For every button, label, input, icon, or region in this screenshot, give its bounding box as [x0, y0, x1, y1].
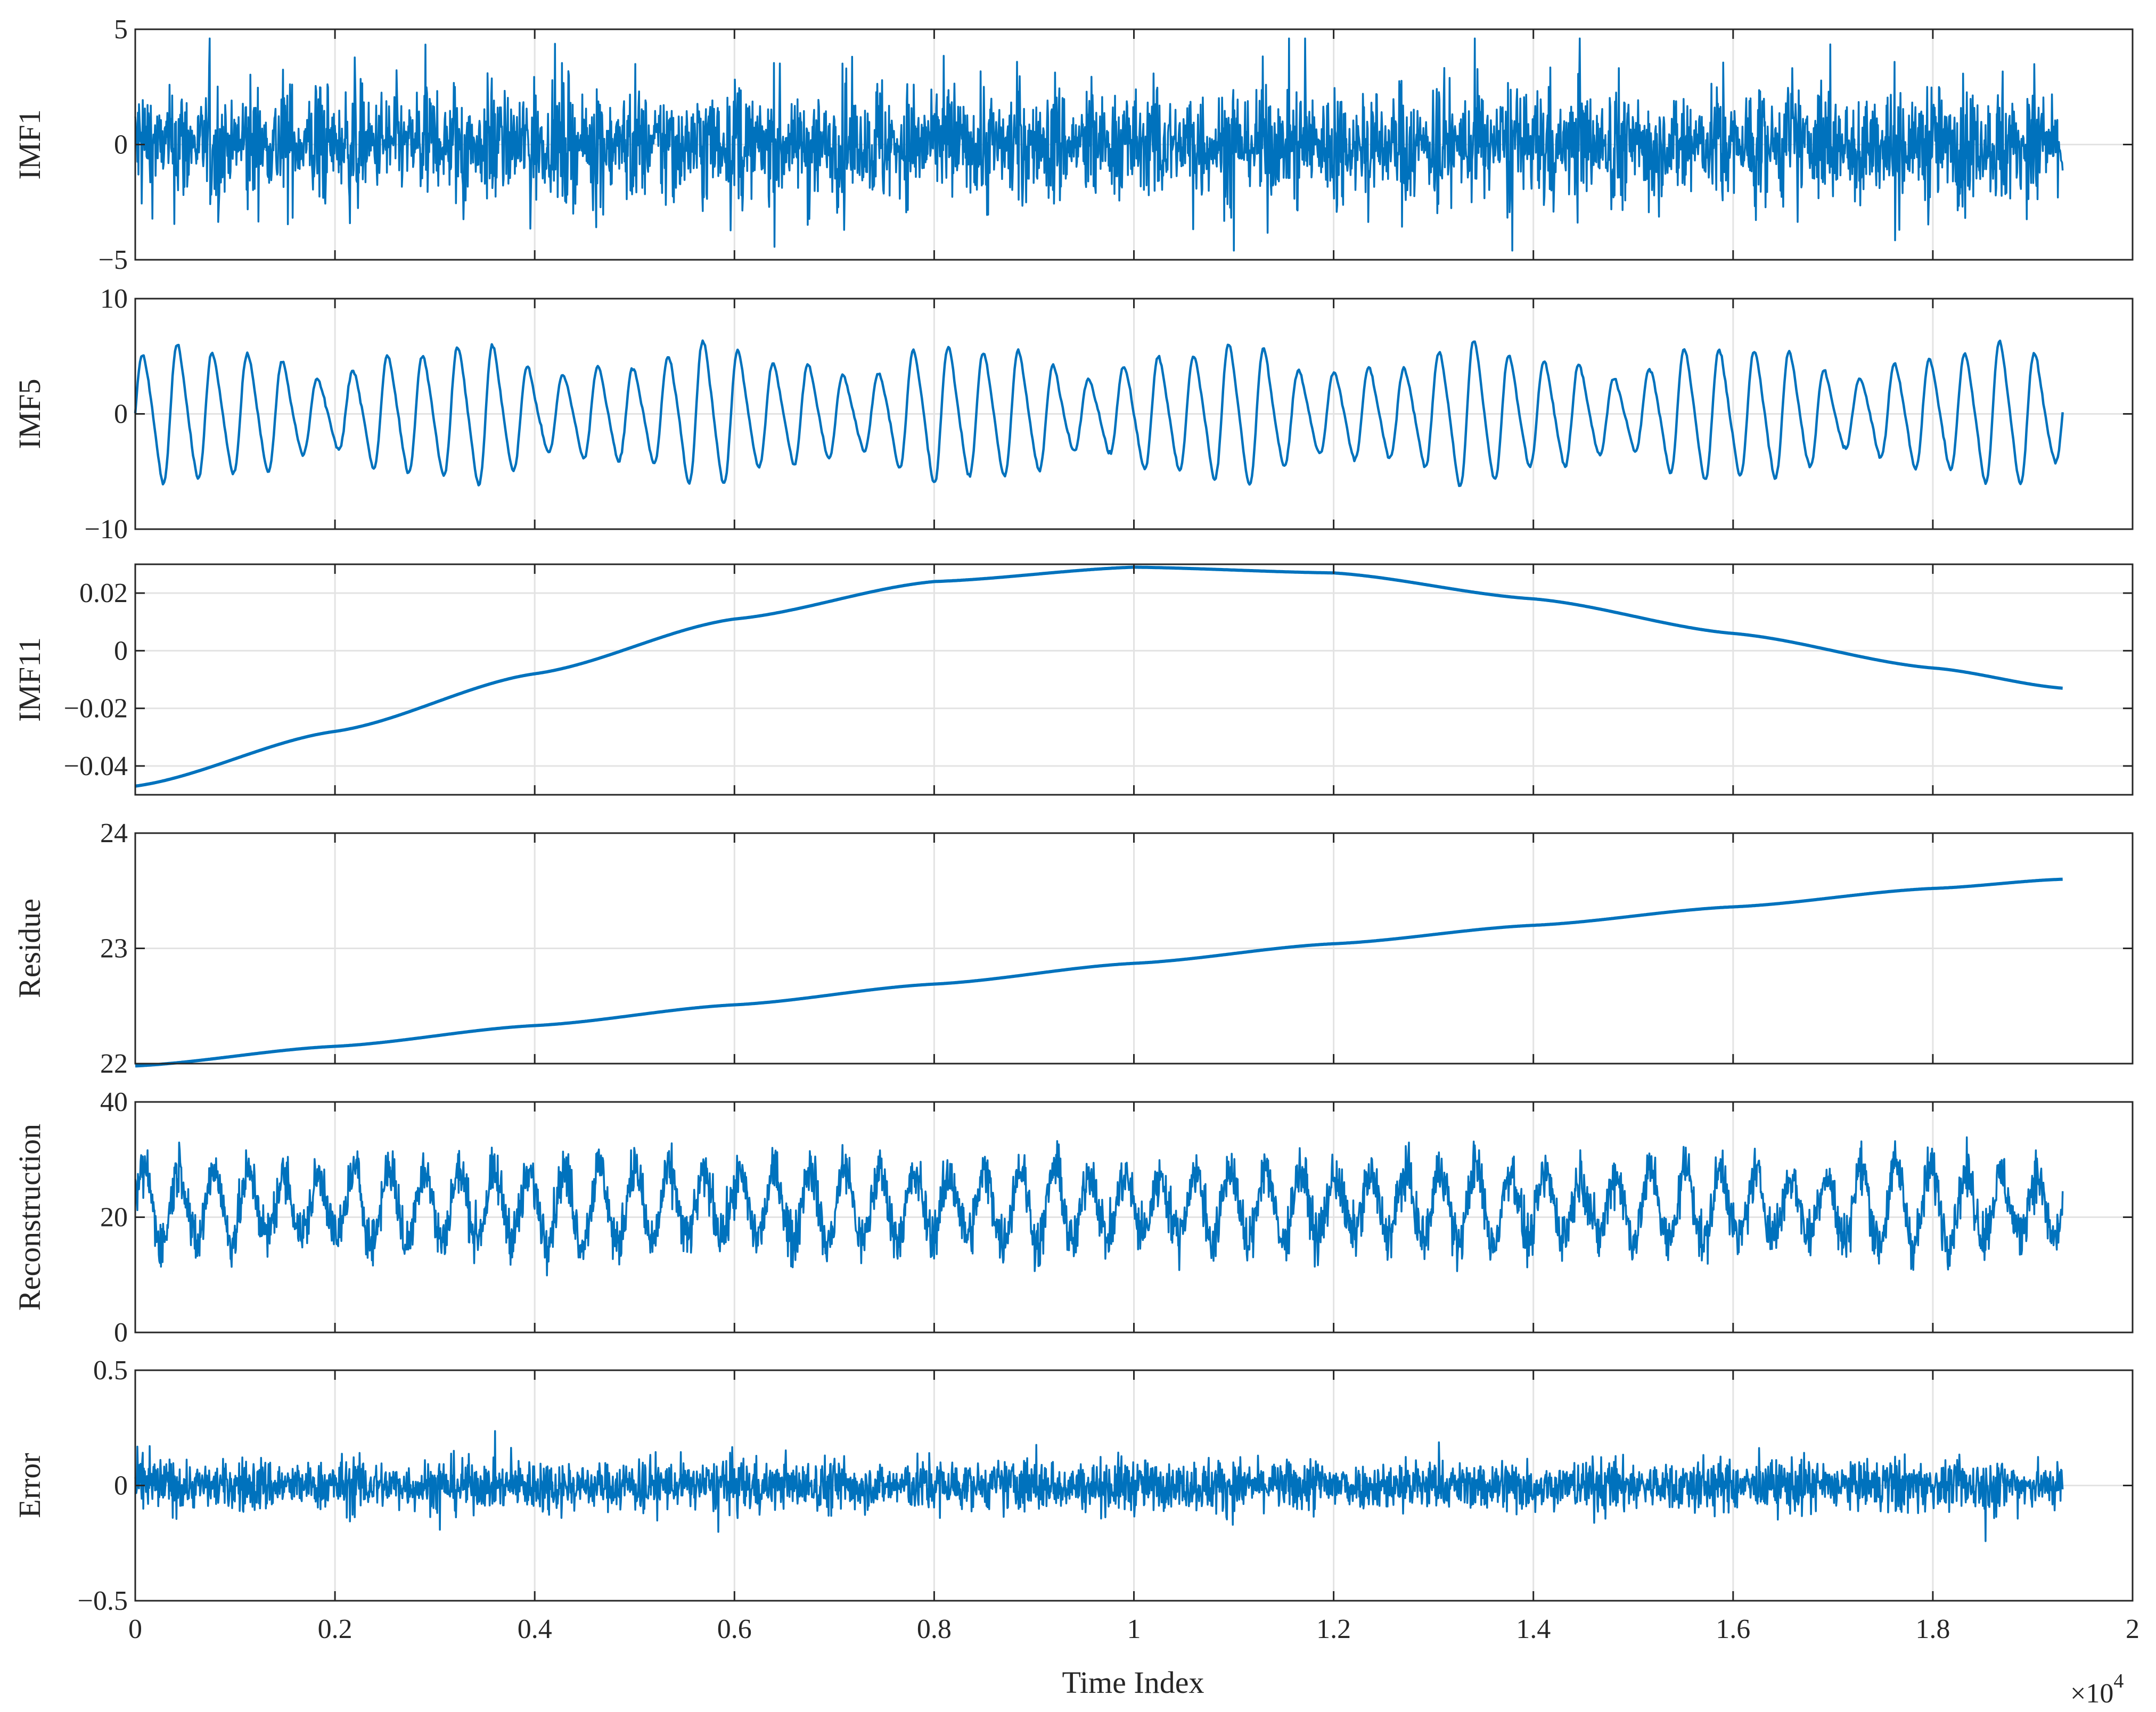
- y-axis-label: Error: [12, 1453, 47, 1518]
- series-line-residue: [135, 877, 2063, 1068]
- y-tick-label: 40: [100, 1087, 128, 1117]
- y-axis-label: Residue: [12, 899, 47, 998]
- y-axis-label: Reconstruction: [12, 1124, 47, 1311]
- y-tick-label: 0: [114, 1318, 128, 1348]
- y-tick-label: 0: [114, 636, 128, 666]
- y-tick-label: 0: [114, 130, 128, 160]
- x-tick-label: 0.4: [518, 1614, 552, 1644]
- series-line-imf1: [134, 37, 2064, 252]
- y-tick-label: 24: [100, 818, 128, 849]
- y-axis-label: IMF1: [12, 109, 47, 179]
- x-tick-label: 2: [2126, 1614, 2139, 1644]
- x-tick-label: 1.6: [1716, 1614, 1750, 1644]
- x-tick-label: 0.8: [917, 1614, 952, 1644]
- x-tick-label: 1: [1127, 1614, 1141, 1644]
- y-tick-label: −0.04: [64, 751, 128, 781]
- x-tick-label: 0.6: [717, 1614, 752, 1644]
- y-tick-label: 0: [114, 1471, 128, 1501]
- subplot-residue: 22 23 24 Residue: [12, 818, 2134, 1079]
- y-axis-label: IMF11: [12, 637, 47, 722]
- x-tick-label: 0: [128, 1614, 142, 1644]
- subplot-stack: −505IMF1−10010IMF5−0.04−0.0200.02IMF1122…: [12, 14, 2139, 1644]
- y-tick-label: −0.02: [64, 694, 128, 724]
- x-tick-label: 1.8: [1915, 1614, 1950, 1644]
- y-tick-label: 22: [100, 1049, 128, 1079]
- y-tick-label: 23: [100, 934, 128, 964]
- series-line-error: [134, 1430, 2064, 1542]
- x-tick-label: 1.2: [1316, 1614, 1351, 1644]
- y-tick-label: −5: [99, 245, 128, 275]
- subplot-imf1: −5 0 5 IMF1: [12, 14, 2134, 275]
- subplot-reconstruction: 0 20 40 Reconstruction: [12, 1087, 2134, 1348]
- y-tick-label: 0: [114, 399, 128, 430]
- x-tick-label: 1.4: [1516, 1614, 1551, 1644]
- x-axis-label: Time Index: [1062, 1665, 1204, 1700]
- y-tick-label: −10: [85, 514, 128, 545]
- y-tick-label: 10: [100, 284, 128, 314]
- y-tick-label: 5: [114, 14, 128, 45]
- series-line-imf11: [135, 565, 2063, 788]
- series-line-reconstruction: [134, 1136, 2064, 1277]
- y-tick-label: 0.02: [79, 578, 128, 608]
- gridlines: [134, 832, 2134, 1065]
- y-tick-label: 20: [100, 1203, 128, 1233]
- gridlines: [134, 564, 2134, 795]
- y-tick-label: 0.5: [93, 1355, 128, 1386]
- subplot-imf11: −0.04 −0.02 0 0.02 IMF11: [12, 563, 2134, 796]
- y-axis-label: IMF5: [12, 378, 47, 449]
- y-tick-label: −0.5: [78, 1586, 128, 1616]
- x-tick-label: 0.2: [318, 1614, 352, 1644]
- x-multiplier-base: ×10: [2070, 1678, 2113, 1709]
- x-multiplier-exponent: 4: [2113, 1670, 2124, 1692]
- subplot-imf5: −10 0 10 IMF5: [12, 284, 2134, 545]
- series-line-imf5: [134, 339, 2064, 487]
- x-multiplier: ×104: [2070, 1670, 2124, 1709]
